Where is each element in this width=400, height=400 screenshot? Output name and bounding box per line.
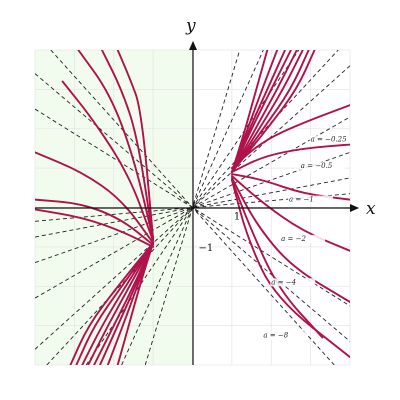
a-label-background — [280, 234, 326, 243]
curve-branch — [230, 104, 350, 170]
curve-branch — [230, 143, 350, 174]
curve-branch — [230, 50, 316, 174]
curve-branch — [35, 151, 155, 244]
curve-branch — [35, 198, 155, 246]
a-label-background — [299, 162, 345, 171]
a-value-label: a = −0.25 — [311, 136, 347, 144]
curve-branch — [69, 241, 155, 365]
a-value-label: a = −0.5 — [301, 162, 333, 170]
curve-branch — [230, 173, 350, 201]
a-label-background — [287, 195, 333, 204]
y-tick-label: −1 — [199, 243, 214, 254]
a-value-label: a = −2 — [281, 235, 306, 243]
tick-labels: 1 −1 — [199, 212, 241, 254]
a-label-background — [270, 278, 316, 287]
curve-branch — [100, 50, 155, 240]
curve-branch — [230, 50, 298, 174]
curve-branch — [61, 80, 155, 242]
y-axis-label: y — [185, 16, 196, 36]
curve-branch — [230, 178, 350, 359]
a-value-label: a = −1 — [289, 196, 314, 204]
a-label-background — [309, 135, 355, 144]
curve-branch — [35, 208, 155, 248]
a-label-background — [262, 331, 308, 340]
curve-branch — [230, 175, 350, 252]
tangent-line — [46, 50, 339, 365]
tangent-line — [35, 116, 350, 299]
curve-branch — [230, 50, 304, 174]
tangent-line — [35, 193, 350, 222]
a-value-label: a = −8 — [263, 331, 288, 339]
x-tick-label: 1 — [234, 212, 240, 223]
a-value-labels: a = −0.25 a = −0.5 a = −1 a = −2 a = −4 a = −… — [262, 135, 355, 340]
tangent-line — [35, 177, 350, 238]
curve-branch — [77, 50, 155, 240]
curve-branch — [230, 177, 350, 303]
x-axis-label: x — [366, 199, 376, 219]
curve-branches — [35, 50, 350, 365]
tangent-line — [121, 50, 264, 365]
curve-branch — [116, 50, 155, 240]
a-value-label: a = −4 — [271, 278, 296, 286]
